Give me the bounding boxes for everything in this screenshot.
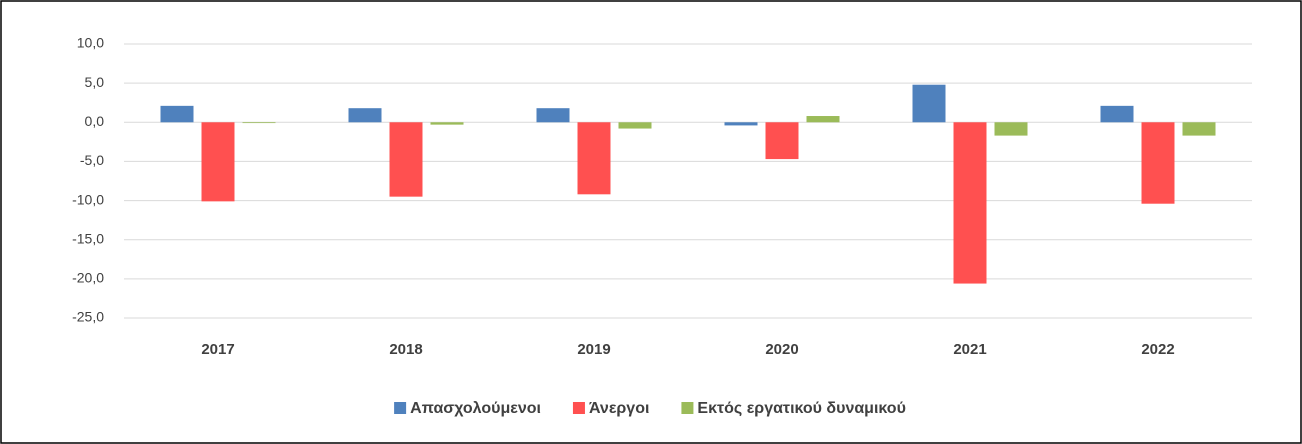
bar (577, 122, 611, 195)
bar (536, 108, 570, 123)
x-tick-label: 2020 (765, 341, 798, 358)
legend-swatch (681, 402, 694, 414)
bar (242, 122, 276, 124)
bar (912, 84, 946, 123)
bar (1141, 122, 1175, 204)
x-tick-label: 2017 (201, 341, 234, 358)
y-tick-label: 10,0 (77, 35, 104, 51)
bar (1100, 105, 1134, 123)
legend-swatch (572, 402, 585, 414)
y-tick-label: -15,0 (72, 230, 104, 246)
bar (348, 108, 382, 123)
y-tick-label: -5,0 (80, 152, 104, 168)
y-tick-label: -20,0 (72, 270, 104, 286)
bar (201, 122, 235, 202)
legend-label: Άνεργοι (589, 400, 649, 417)
bar (1182, 122, 1216, 136)
bar (160, 105, 194, 123)
bar (765, 122, 799, 160)
x-tick-label: 2022 (1141, 341, 1174, 358)
legend-label: Απασχολούμενοι (410, 400, 541, 417)
bar (994, 122, 1028, 136)
y-tick-label: -25,0 (72, 309, 104, 325)
x-tick-label: 2021 (953, 341, 986, 358)
x-tick-label: 2019 (577, 341, 610, 358)
bar (806, 116, 840, 123)
bar (389, 122, 423, 197)
bar (953, 122, 987, 284)
legend-swatch (394, 402, 407, 414)
bar (618, 122, 652, 129)
x-tick-label: 2018 (389, 341, 422, 358)
bar (430, 122, 464, 125)
y-tick-label: -10,0 (72, 191, 104, 207)
y-tick-label: 5,0 (85, 74, 105, 90)
y-tick-label: 0,0 (85, 113, 105, 129)
legend-label: Εκτός εργατικού δυναμικού (697, 400, 905, 417)
bar (724, 122, 758, 126)
